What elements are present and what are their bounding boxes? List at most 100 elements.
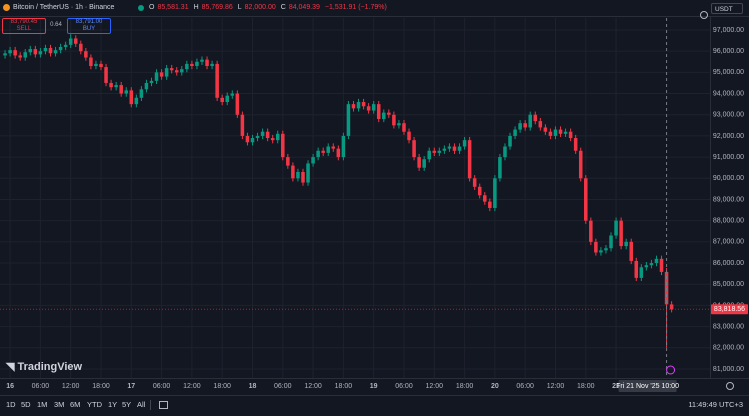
candle-body xyxy=(553,129,558,136)
candle-body xyxy=(265,131,270,139)
candle-body xyxy=(634,260,639,278)
candle-body xyxy=(548,131,553,136)
y-tick-label: 88,000.00 xyxy=(713,218,744,225)
candle-body xyxy=(649,263,654,266)
candle-body xyxy=(568,131,573,139)
candle-body xyxy=(599,250,603,253)
candle-body xyxy=(523,123,527,128)
candle-body xyxy=(498,157,502,179)
candle-body xyxy=(235,93,240,115)
candle-body xyxy=(240,114,245,136)
candle-body xyxy=(472,178,477,187)
candle-body xyxy=(376,104,381,119)
y-tick-label: 97,000.00 xyxy=(713,27,744,34)
candle-body xyxy=(558,129,563,134)
y-tick-label: 94,000.00 xyxy=(713,90,744,97)
toolbar: 11:49:49 UTC+3 1D 5D 1M 3M 6M YTD 1Y 5Y All xyxy=(0,395,749,416)
timeframe-button[interactable]: 5D xyxy=(21,400,31,409)
x-tick-label: 21 xyxy=(612,383,620,390)
candle-body xyxy=(351,104,356,109)
candle-body xyxy=(447,146,452,149)
x-tick-label: 19 xyxy=(370,383,378,390)
timeframe-button[interactable]: All xyxy=(137,400,146,409)
candle-body xyxy=(296,171,300,179)
y-tick-label: 96,000.00 xyxy=(713,48,744,55)
candle-body xyxy=(584,178,588,221)
candle-body xyxy=(493,178,497,208)
candle-body xyxy=(432,150,437,153)
candle-body xyxy=(63,44,68,47)
candle-body xyxy=(149,80,154,83)
buy-button[interactable]: 83,791.00 BUY xyxy=(67,18,111,34)
sell-button[interactable]: 83,790.45 SELL xyxy=(2,18,46,34)
candle-body xyxy=(316,150,320,158)
last-price-tag xyxy=(711,304,748,315)
candle-body xyxy=(462,140,467,147)
timeframe-button[interactable]: 1D xyxy=(6,400,16,409)
candle-body xyxy=(159,72,164,77)
candle-body xyxy=(659,258,664,272)
candle-body xyxy=(139,89,144,98)
candle-body xyxy=(417,157,421,168)
candle-body xyxy=(73,38,78,44)
candle-body xyxy=(220,97,224,103)
candle-body xyxy=(94,63,98,67)
x-tick-label: 06:00 xyxy=(274,383,292,390)
open-key: O xyxy=(149,4,155,11)
candle-body xyxy=(43,48,48,52)
y-tick-label: 92,000.00 xyxy=(713,133,744,140)
low-key: L xyxy=(237,4,242,11)
candle-body xyxy=(437,150,442,153)
add-button[interactable] xyxy=(700,11,708,19)
timeframe-button[interactable]: 3M xyxy=(54,400,65,409)
timeframe-button[interactable]: 1M xyxy=(37,400,48,409)
candle-body xyxy=(53,50,58,54)
candle-body xyxy=(33,49,38,55)
y-tick-label: 85,000.00 xyxy=(713,281,744,288)
candle-body xyxy=(331,146,336,149)
candle-body xyxy=(3,53,7,56)
buy-price: 83,791.00 xyxy=(75,19,103,25)
candle-body xyxy=(644,265,649,268)
candle-body xyxy=(609,235,613,249)
coin-icon xyxy=(3,4,10,11)
candle-body xyxy=(366,106,371,111)
candle-body xyxy=(230,93,235,96)
candle-body xyxy=(578,150,583,179)
candle-body xyxy=(422,159,426,168)
candle-body xyxy=(28,49,33,53)
timeframe-button[interactable]: YTD xyxy=(87,400,102,409)
candle-body xyxy=(144,82,149,90)
x-tick-label: 06:00 xyxy=(32,383,50,390)
timeframe-button[interactable]: 6M xyxy=(70,400,81,409)
symbol[interactable]: Bitcoin / TetherUS · 1h · Binance xyxy=(13,4,115,11)
timeframe-button[interactable]: 5Y xyxy=(122,400,132,409)
candle-body xyxy=(513,129,517,136)
timeframe-button[interactable]: 1Y xyxy=(108,400,118,409)
y-tick-label: 90,000.00 xyxy=(713,175,744,182)
y-tick-label: 81,000.00 xyxy=(713,366,744,373)
candle-body xyxy=(457,146,462,151)
currency-button[interactable]: USDT xyxy=(711,3,743,14)
candle-body xyxy=(589,220,593,242)
sell-price: 83,790.45 xyxy=(10,19,38,25)
logo[interactable]: ◥ TradingView xyxy=(6,361,83,373)
candle-body xyxy=(654,258,659,264)
candle-body xyxy=(442,148,447,151)
candle-body xyxy=(164,68,169,77)
settings-button[interactable] xyxy=(726,382,734,390)
candle-body xyxy=(210,63,214,67)
candle-body xyxy=(412,140,416,158)
clock: 11:49:49 UTC+3 xyxy=(688,400,743,409)
date-range-icon[interactable] xyxy=(159,401,168,409)
candle-body xyxy=(306,163,310,183)
candle-body xyxy=(573,138,578,151)
candle-body xyxy=(281,133,285,158)
candle-body xyxy=(38,51,43,55)
candle-body xyxy=(245,135,250,143)
low-value: 82,000.00 xyxy=(244,4,276,11)
candle-body xyxy=(467,140,472,179)
y-tick-label: 89,000.00 xyxy=(713,196,744,203)
candle-body xyxy=(169,68,174,71)
y-tick-label: 95,000.00 xyxy=(713,69,744,76)
